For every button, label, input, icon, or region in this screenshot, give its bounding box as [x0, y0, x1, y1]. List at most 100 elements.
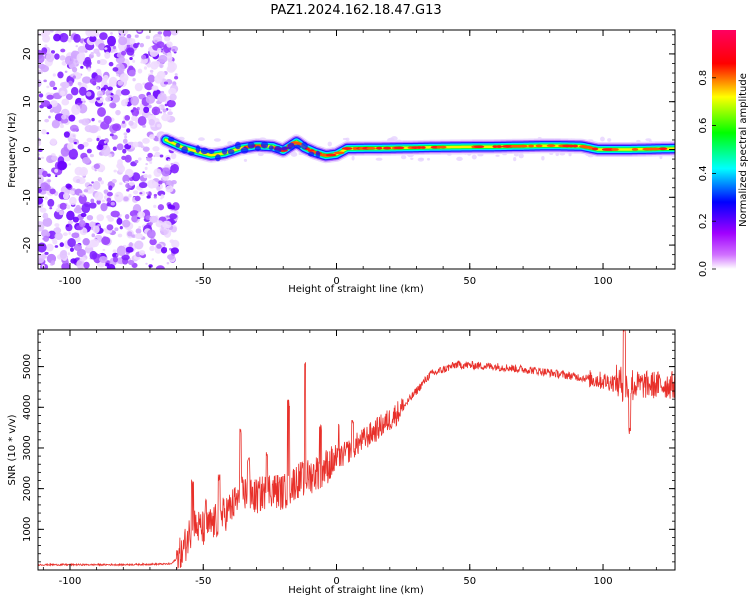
- noise-blob: [161, 113, 171, 122]
- noise-blob: [44, 251, 49, 255]
- noise-blob: [107, 35, 117, 47]
- noise-blob: [120, 50, 127, 56]
- noise-blob: [152, 146, 160, 152]
- noise-blob: [117, 159, 123, 166]
- noise-blob: [110, 94, 121, 103]
- x-tick-label: 0: [333, 276, 339, 287]
- noise-blob: [134, 82, 143, 92]
- noise-blob: [158, 54, 168, 63]
- noise-blob: [145, 94, 156, 104]
- noise-blob: [131, 115, 137, 122]
- trace-peak: [591, 147, 599, 151]
- x-tick-label: -50: [195, 276, 211, 287]
- noise-blob: [44, 44, 48, 48]
- noise-blob: [139, 249, 146, 256]
- noise-blob: [45, 243, 54, 252]
- noise-blob: [108, 185, 113, 191]
- noise-blob: [96, 214, 104, 222]
- noise-blob: [166, 41, 173, 48]
- y-tick-label: 0: [22, 146, 33, 152]
- spectrogram-x-ticks: -100 -50 0 50 100: [42, 30, 657, 287]
- noise-blob: [59, 250, 68, 259]
- faint-speckle: [645, 138, 652, 142]
- noise-blob: [142, 137, 150, 144]
- x-tick-label: 100: [593, 276, 612, 287]
- x-tick-label: -100: [59, 276, 82, 287]
- trace-blob: [301, 141, 308, 150]
- noise-blob: [142, 124, 146, 128]
- noise-blob: [151, 85, 159, 91]
- trace-peak: [649, 147, 661, 151]
- noise-blob: [71, 66, 78, 73]
- trace-blob: [268, 145, 274, 151]
- trace-peak: [382, 146, 392, 150]
- noise-blob: [153, 60, 161, 68]
- noise-blob: [81, 203, 91, 214]
- x-tick-label: 50: [463, 576, 476, 587]
- noise-blob: [147, 174, 152, 179]
- faint-speckle: [541, 156, 545, 161]
- noise-blob: [50, 100, 58, 108]
- noise-blob: [131, 107, 140, 117]
- noise-blob: [65, 183, 72, 189]
- noise-blob: [145, 262, 148, 265]
- faint-speckle: [707, 156, 710, 160]
- noise-blob: [42, 170, 48, 178]
- noise-blob: [67, 238, 76, 248]
- noise-blob: [40, 100, 51, 107]
- noise-blob: [63, 131, 70, 138]
- colorbar-tick-label: 0.0: [698, 261, 709, 277]
- noise-blob: [50, 138, 57, 145]
- noise-blob: [128, 242, 133, 248]
- faint-speckle: [600, 136, 605, 142]
- noise-blob: [147, 152, 153, 158]
- noise-blob: [57, 160, 67, 171]
- trace-blob: [240, 147, 249, 154]
- noise-blob: [105, 90, 111, 97]
- noise-blob: [99, 255, 108, 264]
- trace-peak: [611, 148, 619, 151]
- noise-blob: [63, 192, 70, 200]
- noise-blob: [59, 202, 67, 210]
- noise-blob: [82, 237, 90, 246]
- noise-blob: [100, 180, 104, 185]
- noise-blob: [86, 148, 92, 154]
- trace-peak: [528, 144, 535, 148]
- trace-peak: [496, 145, 503, 148]
- noise-blob: [94, 169, 97, 172]
- noise-blob: [132, 77, 136, 82]
- noise-blob: [140, 61, 144, 64]
- spectrogram-y-label: Frequency (Hz): [7, 112, 18, 188]
- trace-peak: [631, 147, 639, 151]
- trace-peak: [518, 144, 528, 148]
- noise-blob: [46, 132, 50, 135]
- noise-blob: [162, 220, 172, 229]
- trace-peak: [473, 145, 485, 149]
- noise-blob: [89, 78, 97, 85]
- trace-peak: [535, 144, 543, 148]
- noise-blob: [124, 214, 130, 220]
- trace-blob: [175, 143, 181, 148]
- noise-blob: [159, 111, 163, 114]
- noise-blob: [134, 233, 144, 240]
- noise-blob: [41, 129, 47, 135]
- noise-blob: [142, 146, 150, 152]
- faint-speckle: [691, 153, 694, 157]
- noise-blob: [69, 133, 77, 139]
- noise-blob: [52, 86, 58, 90]
- noise-blob: [66, 210, 75, 221]
- noise-blob: [149, 161, 153, 164]
- noise-blob: [112, 249, 117, 253]
- noise-blob: [167, 158, 171, 162]
- noise-blob: [90, 198, 95, 203]
- x-tick-label: -50: [195, 576, 211, 587]
- noise-blob: [44, 118, 50, 123]
- noise-blob: [72, 216, 79, 223]
- noise-blob: [170, 152, 177, 160]
- noise-blob: [77, 143, 85, 150]
- noise-blob: [149, 245, 155, 252]
- noise-blob: [53, 33, 61, 42]
- noise-blob: [80, 65, 84, 69]
- noise-blob: [170, 163, 179, 174]
- noise-blob: [76, 259, 85, 269]
